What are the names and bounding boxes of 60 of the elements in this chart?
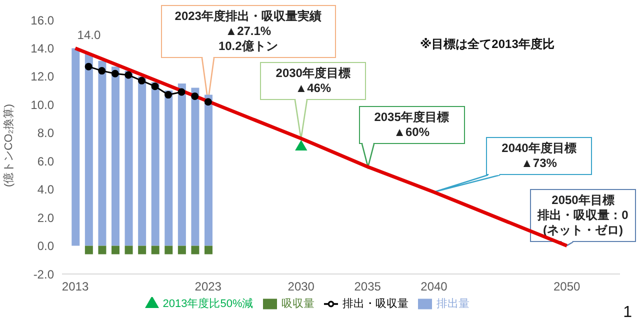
bar <box>112 246 120 254</box>
y-tick-label: 10.0 <box>30 98 54 112</box>
point <box>178 88 186 96</box>
legend-label: 2013年度比50%減 <box>162 298 254 310</box>
bar <box>124 70 133 246</box>
point <box>164 91 172 99</box>
y-axis-title: (億トンCO₂換算) <box>2 104 15 187</box>
y-tick-label: 14.0 <box>30 41 54 56</box>
x-tick-label: 2030 <box>288 280 315 294</box>
annotation: 2050年目標 <box>550 193 616 208</box>
bar <box>191 88 200 246</box>
point <box>111 70 119 78</box>
point <box>151 82 159 90</box>
y-tick-label: 4.0 <box>37 182 54 197</box>
y-tick-label: 16.0 <box>30 13 54 28</box>
y-tick-label: 12.0 <box>30 70 54 84</box>
legend-label: 排出・吸収量 <box>342 298 408 310</box>
point <box>84 62 92 70</box>
point <box>204 98 212 106</box>
y-tick-label: 2.0 <box>37 210 54 225</box>
annotation: 2030年度目標 ▲46% <box>274 66 352 96</box>
x-tick-label: 2035 <box>354 280 382 294</box>
bar <box>84 246 93 254</box>
point <box>295 140 308 151</box>
bar <box>178 246 186 254</box>
bar <box>164 246 173 254</box>
y-tick-label: -2.0 <box>33 267 54 282</box>
annotation: ※目標は全て2013年度比 <box>420 36 554 53</box>
y-tick-label: 6.0 <box>37 154 54 168</box>
point <box>98 67 106 75</box>
bar <box>72 48 80 246</box>
x-tick-label: 2023 <box>194 280 222 294</box>
bar <box>98 60 106 246</box>
annotation: 2023年度排出・吸収量実績 ▲27.1% 10.2億トン <box>174 9 322 54</box>
annotation: 14.0 <box>77 28 101 42</box>
bar <box>84 54 93 246</box>
y-tick-label: 8.0 <box>37 126 54 140</box>
legend-label: 排出量 <box>436 298 470 310</box>
annotation: 2040年度目標 ▲73% <box>500 141 578 172</box>
bar <box>164 90 173 246</box>
x-tick-label: 2013 <box>62 280 89 294</box>
bar <box>112 66 120 246</box>
bar <box>191 246 200 254</box>
bar <box>138 246 146 254</box>
x-tick-label: 2040 <box>420 280 448 294</box>
point <box>124 71 132 79</box>
bar <box>178 84 186 246</box>
x-tick-label: 2050 <box>554 280 581 294</box>
legend-label: 吸収量 <box>281 298 314 310</box>
point <box>138 76 146 84</box>
bar <box>138 76 146 246</box>
annotation: 2035年度目標 ▲60% <box>373 110 450 140</box>
bar <box>124 246 133 254</box>
bar <box>151 82 160 246</box>
point <box>191 92 199 100</box>
text: 1 <box>623 304 632 322</box>
y-tick-label: 0.0 <box>37 239 54 254</box>
bar <box>204 246 212 254</box>
bar <box>151 246 160 254</box>
bar <box>98 246 106 254</box>
